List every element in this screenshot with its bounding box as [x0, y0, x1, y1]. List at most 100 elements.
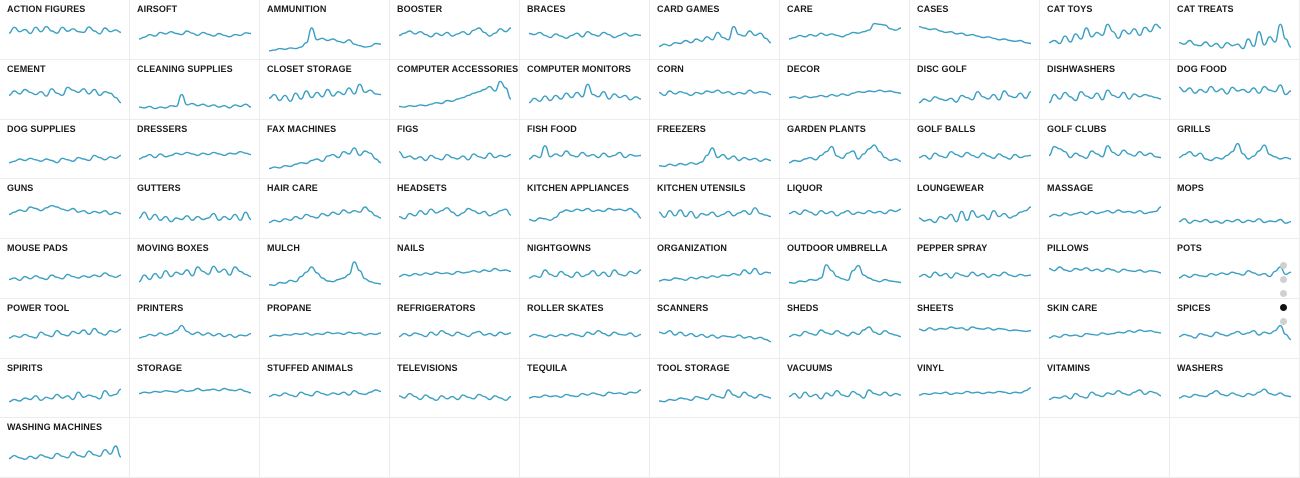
panel-title: CASES [917, 4, 949, 14]
chart-panel: TOOL STORAGE [650, 358, 780, 419]
series-line [138, 30, 252, 40]
panel-title: MULCH [267, 243, 300, 253]
series-line [918, 386, 1032, 396]
series-line [918, 206, 1032, 224]
chart-panel: MULCH [260, 239, 390, 299]
panel-title: DOG FOOD [1177, 63, 1227, 74]
series-line [788, 326, 902, 338]
sparkline-chart [658, 267, 772, 282]
sparkline-chart [1048, 388, 1162, 400]
series-line [528, 388, 642, 399]
series-line [528, 144, 642, 160]
panel-title: GARDEN PLANTS [787, 123, 866, 134]
panel-title: CLEANING SUPPLIES [137, 63, 233, 74]
page-dot[interactable] [1280, 276, 1287, 283]
page-dot[interactable] [1280, 290, 1287, 297]
sparkline-chart [398, 267, 512, 278]
series-line [1178, 388, 1292, 399]
series-line [658, 89, 772, 96]
chart-panel: CASES [910, 0, 1040, 60]
chart-panel: HEADSETS [390, 179, 520, 239]
chart-panel: LIQUOR [780, 179, 910, 239]
chart-panel: CORN [650, 59, 780, 120]
panel-title: TOOL STORAGE [657, 362, 730, 373]
chart-panel: SPIRITS [0, 358, 130, 419]
panel-title: PROPANE [267, 302, 312, 313]
series-line [918, 326, 1032, 332]
panel-title: COMPUTER ACCESSORIES [397, 63, 519, 74]
page-dot[interactable] [1280, 262, 1287, 269]
series-line [268, 261, 382, 287]
sparkline-chart [1048, 144, 1162, 159]
panel-title: LOUNGEWEAR [917, 183, 984, 194]
chart-panel: ACTION FIGURES [0, 0, 130, 60]
sparkline-chart [658, 89, 772, 96]
series-line [918, 150, 1032, 160]
panel-title: GUNS [7, 183, 34, 194]
chart-panel: NIGHTGOWNS [520, 239, 650, 299]
panel-title: BRACES [527, 4, 566, 14]
sparkline-chart [8, 154, 122, 163]
series-line [268, 331, 382, 338]
sparkline-chart [658, 25, 772, 48]
panel-title: NIGHTGOWNS [527, 243, 591, 253]
panel-title: SPIRITS [7, 362, 43, 373]
series-line [8, 272, 122, 281]
empty-panel [260, 418, 390, 478]
panel-title: GRILLS [1177, 123, 1211, 134]
sparkline-chart [658, 329, 772, 343]
sparkline-chart [918, 150, 1032, 160]
series-line [788, 89, 902, 99]
sparkline-chart [788, 22, 902, 40]
sparkline-chart [528, 144, 642, 160]
series-line [138, 150, 252, 160]
panel-title: SPICES [1177, 302, 1211, 313]
panel-title: SHEETS [917, 302, 954, 313]
panel-title: SCANNERS [657, 302, 709, 313]
chart-panel: CARE [780, 0, 910, 60]
sparkline-chart [268, 206, 382, 224]
panel-title: KITCHEN UTENSILS [657, 183, 746, 194]
chart-panel: PROPANE [260, 298, 390, 359]
series-line [1178, 324, 1292, 340]
sparkline-chart [788, 264, 902, 284]
sparkline-chart [658, 146, 772, 167]
series-line [918, 25, 1032, 45]
sparkline-chart [1178, 23, 1292, 50]
series-line [1048, 206, 1162, 218]
panel-title: DOG SUPPLIES [7, 123, 76, 134]
sparkline-chart [1048, 206, 1162, 218]
sparkline-chart [788, 326, 902, 338]
series-line [1178, 266, 1292, 279]
sparkline-chart [8, 205, 122, 216]
chart-panel: STORAGE [130, 358, 260, 419]
series-line [138, 93, 252, 110]
panel-title: KITCHEN APPLIANCES [527, 183, 629, 194]
panel-title: CAT TREATS [1177, 4, 1234, 14]
sparkline-chart [138, 30, 252, 40]
sparkline-chart [8, 272, 122, 281]
panel-title: VACUUMS [787, 362, 833, 373]
series-line [658, 388, 772, 402]
panel-title: GOLF CLUBS [1047, 123, 1107, 134]
sparkline-chart [918, 386, 1032, 396]
chart-panel: TELEVISIONS [390, 358, 520, 419]
series-line [8, 25, 122, 35]
chart-panel: FAX MACHINES [260, 119, 390, 180]
chart-panel: GARDEN PLANTS [780, 119, 910, 180]
sparkline-chart [268, 331, 382, 338]
series-line [268, 146, 382, 169]
sparkline-chart [1048, 329, 1162, 339]
empty-panel [1170, 418, 1300, 478]
series-line [268, 206, 382, 224]
series-line [1048, 89, 1162, 104]
series-line [138, 387, 252, 394]
sparkline-chart [8, 86, 122, 104]
series-line [1178, 142, 1292, 161]
page-dot-active[interactable] [1280, 304, 1287, 311]
page-dot[interactable] [1280, 318, 1287, 325]
sparkline-chart [788, 208, 902, 217]
sparkline-chart [528, 329, 642, 338]
chart-panel: HAIR CARE [260, 179, 390, 239]
